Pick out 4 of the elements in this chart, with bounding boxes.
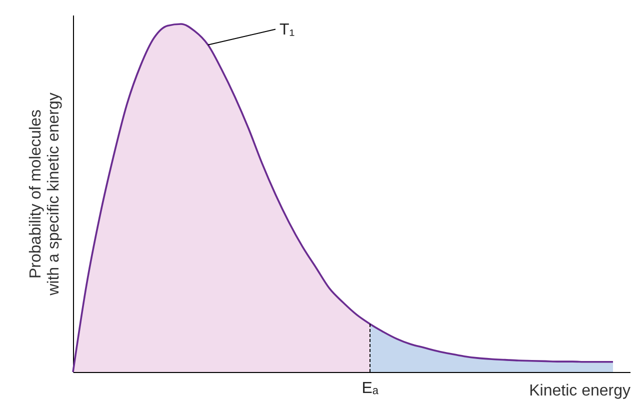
x-axis-title: Kinetic energy <box>529 382 630 400</box>
text: Eₐ <box>362 380 380 397</box>
annotation: T₁ <box>280 21 295 38</box>
y-axis-title: Probability of molecules with a specific kinetic energy <box>28 92 62 296</box>
